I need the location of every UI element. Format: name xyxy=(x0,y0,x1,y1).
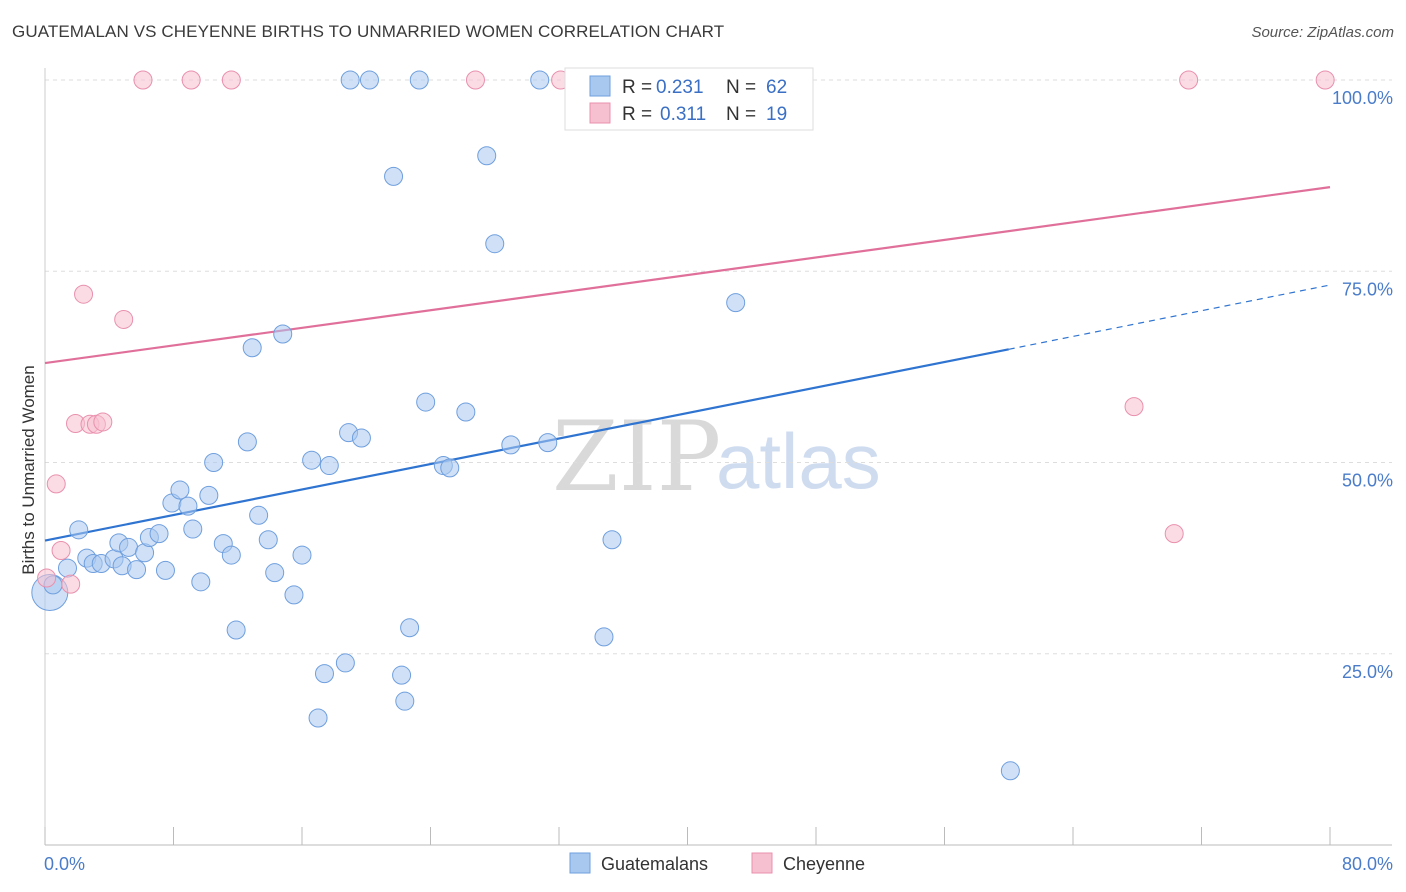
point-cheyenne xyxy=(133,70,153,90)
watermark-zip: ZIP xyxy=(552,401,721,513)
point-guatemalans xyxy=(69,520,89,540)
point-guatemalans xyxy=(258,530,278,550)
y-tick-label: 25.0% xyxy=(1342,662,1393,682)
legend-swatch-guatemalans xyxy=(589,75,611,97)
point-guatemalans xyxy=(149,524,169,544)
point-guatemalans xyxy=(308,708,328,728)
point-guatemalans xyxy=(340,70,360,90)
point-guatemalans xyxy=(204,453,224,472)
chart-title: GUATEMALAN VS CHEYENNE BIRTHS TO UNMARRI… xyxy=(12,22,725,41)
point-cheyenne xyxy=(37,568,57,588)
point-guatemalans xyxy=(127,560,147,580)
point-cheyenne xyxy=(1164,524,1184,544)
point-cheyenne xyxy=(221,70,241,90)
point-cheyenne xyxy=(1179,70,1199,90)
watermark-atlas: atlas xyxy=(716,417,881,505)
legend-r-label-2: R = xyxy=(622,104,652,125)
point-guatemalans xyxy=(602,530,622,550)
point-guatemalans xyxy=(440,458,460,478)
point-guatemalans xyxy=(726,293,746,313)
point-guatemalans xyxy=(538,433,558,453)
point-guatemalans xyxy=(191,572,211,592)
point-cheyenne xyxy=(74,284,94,304)
point-guatemalans xyxy=(265,563,285,583)
point-cheyenne xyxy=(1315,70,1335,90)
point-guatemalans xyxy=(302,450,322,470)
point-cheyenne xyxy=(181,70,201,90)
point-guatemalans xyxy=(501,435,521,455)
point-guatemalans xyxy=(456,402,476,422)
point-cheyenne xyxy=(114,309,134,329)
point-guatemalans xyxy=(170,480,190,500)
point-guatemalans xyxy=(155,560,175,580)
bottom-legend-label-guatemalans: Guatemalans xyxy=(601,854,708,874)
point-guatemalans xyxy=(199,485,219,505)
point-guatemalans xyxy=(485,234,505,254)
point-cheyenne xyxy=(1124,397,1144,417)
legend-r-value-2: 0.311 xyxy=(660,104,706,125)
y-tick-label: 100.0% xyxy=(1332,88,1393,108)
point-guatemalans xyxy=(292,545,312,565)
point-cheyenne xyxy=(465,70,485,90)
point-guatemalans xyxy=(384,166,404,186)
legend-n-value-1: 62 xyxy=(766,77,787,98)
bottom-legend-swatch-guatemalans xyxy=(569,852,591,874)
bottom-legend: Guatemalans Cheyenne xyxy=(569,852,865,874)
point-guatemalans xyxy=(314,664,334,684)
point-guatemalans xyxy=(242,338,262,358)
y-tick-label: 75.0% xyxy=(1342,279,1393,299)
point-guatemalans xyxy=(237,432,257,452)
legend-r-label-1: R = xyxy=(622,77,652,98)
point-guatemalans xyxy=(392,665,412,685)
point-guatemalans xyxy=(319,456,339,476)
axes xyxy=(44,68,1392,846)
legend-r-value-1: 0.231 xyxy=(656,77,704,98)
tick-labels: 100.0% 75.0% 50.0% 25.0% 0.0% 80.0% xyxy=(44,88,1393,874)
x-tick-label: 80.0% xyxy=(1342,854,1393,874)
point-guatemalans xyxy=(226,620,246,640)
bottom-legend-swatch-cheyenne xyxy=(751,852,773,874)
point-guatemalans xyxy=(273,324,293,344)
bottom-legend-label-cheyenne: Cheyenne xyxy=(783,854,865,874)
point-cheyenne xyxy=(51,540,71,560)
point-guatemalans xyxy=(284,585,304,605)
point-guatemalans xyxy=(409,70,429,90)
y-tick-label: 50.0% xyxy=(1342,471,1393,491)
trendline-cheyenne xyxy=(44,186,1331,365)
legend-n-value-2: 19 xyxy=(766,104,787,125)
point-guatemalans xyxy=(359,70,379,90)
legend-n-label-1: N = xyxy=(726,77,756,98)
point-cheyenne xyxy=(46,474,66,494)
point-cheyenne xyxy=(93,412,113,432)
legend-box: R = 0.231 N = 62 R = 0.311 N = 19 xyxy=(564,67,814,131)
point-guatemalans xyxy=(530,70,550,90)
point-guatemalans xyxy=(335,653,355,673)
point-guatemalans xyxy=(416,392,436,412)
point-guatemalans xyxy=(249,505,269,525)
point-guatemalans xyxy=(221,545,241,565)
trendline-guatemalans-extension xyxy=(1008,284,1331,350)
x-tick-label: 0.0% xyxy=(44,854,85,874)
trendline-guatemalans xyxy=(44,348,1009,542)
point-guatemalans xyxy=(178,496,198,516)
point-guatemalans xyxy=(477,146,497,166)
legend-swatch-cheyenne xyxy=(589,102,611,124)
point-guatemalans xyxy=(395,691,415,711)
gridlines xyxy=(45,79,1392,655)
point-guatemalans xyxy=(183,519,203,539)
point-guatemalans xyxy=(351,428,371,448)
scatter-points xyxy=(31,70,1335,781)
trendlines xyxy=(44,186,1331,542)
point-guatemalans xyxy=(57,558,77,578)
point-guatemalans xyxy=(1000,761,1020,781)
point-guatemalans xyxy=(594,627,614,647)
y-axis-title: Births to Unmarried Women xyxy=(19,365,38,574)
source-label: Source: ZipAtlas.com xyxy=(1251,24,1394,41)
point-guatemalans xyxy=(119,537,139,557)
legend-n-label-2: N = xyxy=(726,104,756,125)
point-cheyenne xyxy=(61,574,81,594)
point-guatemalans xyxy=(400,618,420,638)
